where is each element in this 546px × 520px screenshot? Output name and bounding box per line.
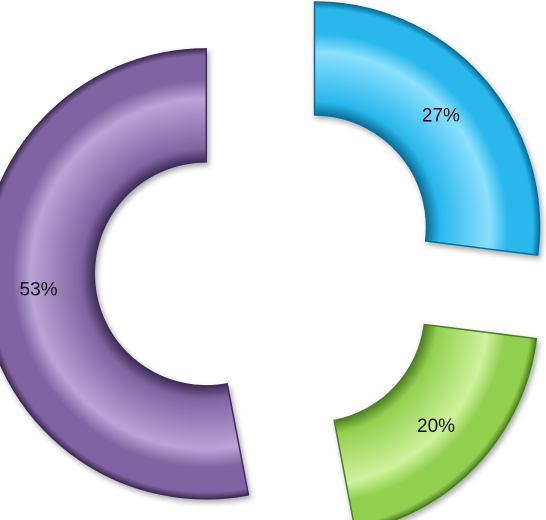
slice-label-27-percent: 27% — [422, 106, 460, 127]
slice-label-20-percent: 20% — [417, 416, 455, 437]
labels-group: 27% 20% 53% — [20, 106, 461, 437]
slice-27-percent — [313, 1, 541, 257]
slice-label-53-percent: 53% — [20, 280, 58, 301]
slice-20-percent — [333, 323, 538, 520]
slice-53-percent — [0, 48, 250, 500]
